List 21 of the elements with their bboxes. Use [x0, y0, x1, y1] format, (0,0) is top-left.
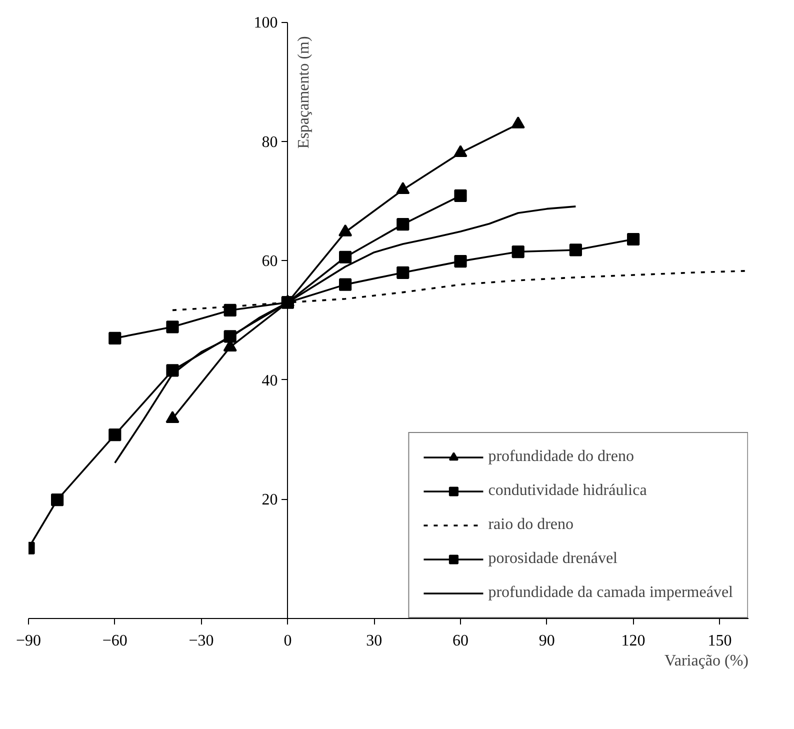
y-axis-title: Espaçamento (m) [296, 36, 313, 149]
y-tick-label: 20 [262, 492, 278, 509]
legend-label: profundidade da camada impermeável [488, 584, 733, 602]
x-axis-title: Variação (%) [664, 652, 749, 670]
y-tick-label: 60 [262, 253, 278, 270]
x-tick-label: −30 [188, 632, 214, 650]
y-tick-label: 80 [262, 134, 278, 151]
x-tick-label: 150 [708, 632, 732, 650]
x-tick-label: 90 [538, 632, 555, 650]
legend-label: porosidade drenável [488, 550, 618, 568]
x-tick-label: 30 [366, 632, 382, 650]
y-tick-label: 40 [262, 372, 278, 390]
y-tick-label: 100 [254, 14, 278, 32]
legend-label: profundidade do dreno [488, 448, 634, 466]
legend-label: condutividade hidráulica [488, 482, 647, 500]
x-tick-label: 0 [284, 632, 292, 650]
x-tick-label: −60 [102, 632, 128, 650]
x-tick-label: −90 [16, 632, 42, 650]
legend-label: raio do dreno [488, 516, 574, 534]
x-tick-label: 60 [452, 632, 468, 650]
x-tick-label: 120 [621, 632, 646, 650]
